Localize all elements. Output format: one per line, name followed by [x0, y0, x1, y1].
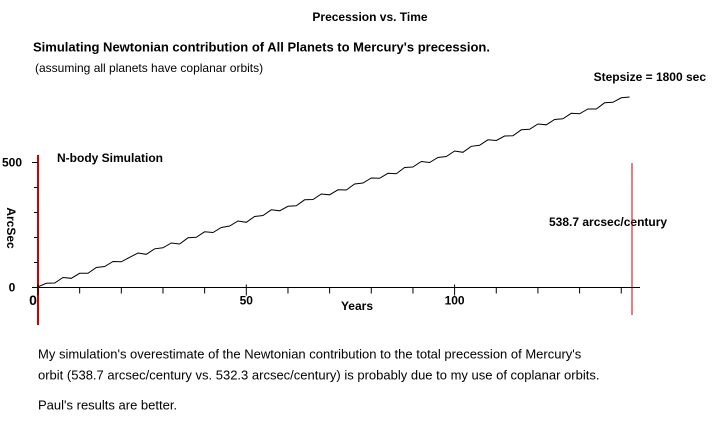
x-tick-label: 50	[240, 294, 254, 308]
note-line: orbit (538.7 arcsec/century vs. 532.3 ar…	[38, 367, 599, 382]
x-axis-label: Years	[341, 299, 373, 313]
rate-label: 538.7 arcsec/century	[549, 215, 667, 229]
x-tick-label: 100	[445, 294, 465, 308]
series-label: N-body Simulation	[57, 151, 163, 165]
chart-note: (assuming all planets have coplanar orbi…	[35, 61, 263, 75]
y-tick-label: 0	[9, 281, 16, 295]
stepsize-label: Stepsize = 1800 sec	[594, 70, 707, 84]
y-tick-label: 500	[2, 156, 22, 170]
note-line: My simulation's overestimate of the Newt…	[38, 346, 582, 361]
x-tick-label: 0	[29, 292, 37, 308]
note-line: Paul's results are better.	[38, 397, 177, 412]
chart-title: Precession vs. Time	[312, 10, 428, 24]
chart-subtitle: Simulating Newtonian contribution of All…	[33, 39, 490, 54]
data-line	[37, 96, 630, 288]
y-axis-label: ArcSec	[4, 207, 18, 249]
